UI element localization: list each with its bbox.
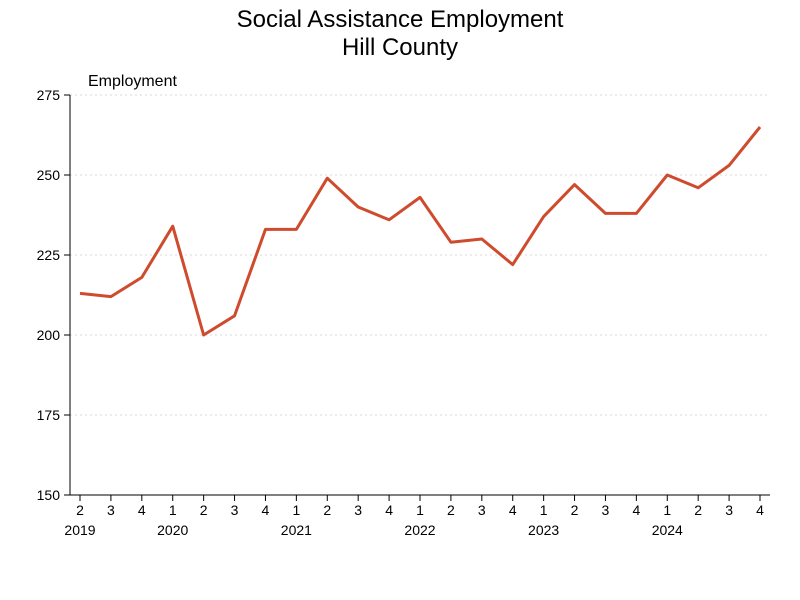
y-tick-label: 200 [37, 327, 61, 343]
x-tick-label: 4 [138, 502, 146, 518]
x-tick-label: 2 [447, 502, 455, 518]
x-year-label: 2022 [404, 522, 435, 538]
x-year-label: 2024 [652, 522, 683, 538]
y-tick-label: 275 [37, 87, 61, 103]
x-tick-label: 4 [509, 502, 517, 518]
x-tick-label: 2 [200, 502, 208, 518]
x-tick-label: 3 [478, 502, 486, 518]
x-tick-label: 1 [540, 502, 548, 518]
x-tick-label: 3 [231, 502, 239, 518]
x-tick-label: 2 [694, 502, 702, 518]
x-year-label: 2019 [64, 522, 95, 538]
chart-container: Social Assistance Employment Hill County… [0, 0, 800, 600]
x-tick-label: 4 [262, 502, 270, 518]
x-year-label: 2023 [528, 522, 559, 538]
chart-title: Social Assistance Employment Hill County [0, 6, 800, 61]
x-tick-label: 4 [385, 502, 393, 518]
x-tick-label: 3 [107, 502, 115, 518]
chart-title-line2: Hill County [342, 34, 458, 61]
x-tick-label: 2 [571, 502, 579, 518]
x-tick-label: 3 [725, 502, 733, 518]
y-tick-label: 250 [37, 167, 61, 183]
y-tick-label: 150 [37, 487, 61, 503]
y-tick-label: 175 [37, 407, 61, 423]
y-tick-label: 225 [37, 247, 61, 263]
x-tick-label: 1 [292, 502, 300, 518]
x-tick-label: 1 [416, 502, 424, 518]
chart-title-line1: Social Assistance Employment [237, 6, 564, 33]
x-tick-label: 4 [756, 502, 764, 518]
x-tick-label: 2 [323, 502, 331, 518]
y-axis-title: Employment [88, 73, 177, 91]
x-year-label: 2020 [157, 522, 188, 538]
x-tick-label: 2 [76, 502, 84, 518]
x-year-label: 2021 [281, 522, 312, 538]
x-tick-label: 3 [602, 502, 610, 518]
x-tick-label: 3 [354, 502, 362, 518]
data-line [80, 127, 760, 335]
x-tick-label: 1 [169, 502, 177, 518]
x-tick-label: 4 [632, 502, 640, 518]
x-tick-label: 1 [663, 502, 671, 518]
